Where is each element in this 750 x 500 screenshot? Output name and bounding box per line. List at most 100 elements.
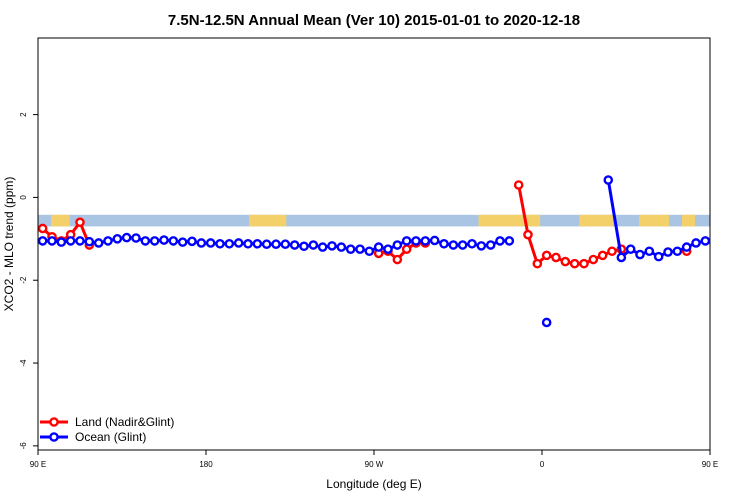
x-axis: 90 E 180 90 W 0 90 E (30, 450, 718, 469)
data-point (709, 239, 710, 243)
legend-marker (49, 417, 59, 427)
data-point (541, 317, 552, 328)
data-point (289, 240, 300, 250)
data-point (38, 236, 48, 246)
legend-entry: Ocean (Glint) (40, 430, 146, 444)
data-point (187, 236, 197, 247)
data-point (93, 238, 104, 248)
x-tick-label: 90 W (365, 460, 384, 469)
data-point (730, 239, 737, 246)
data-point (579, 258, 589, 269)
data-point (448, 240, 459, 250)
plot-frame (37, 37, 711, 451)
data-point (327, 241, 337, 251)
chart-title: 7.5N-12.5N Annual Mean (Ver 10) 2015-01-… (168, 12, 580, 29)
land-mask (51, 214, 723, 227)
data-point (457, 240, 468, 250)
data-point (720, 239, 727, 246)
data-point (271, 239, 281, 250)
data-point (299, 241, 309, 252)
x-tick-label: 90 E (30, 460, 46, 469)
data-point (149, 236, 160, 246)
data-point (439, 238, 449, 249)
data-point (364, 246, 375, 257)
data-point (700, 236, 710, 246)
data-point (476, 241, 487, 251)
data-point (420, 236, 431, 246)
data-point (513, 180, 524, 190)
data-point (569, 258, 580, 269)
data-point (411, 236, 421, 246)
data-point (38, 223, 48, 234)
data-point (681, 242, 692, 252)
y-tick-label: -6 (19, 442, 28, 450)
data-point (65, 236, 76, 246)
data-point (532, 258, 543, 269)
data-point (84, 236, 95, 247)
data-point (215, 238, 225, 249)
legend-marker (49, 432, 59, 442)
land-mask-region (51, 214, 70, 227)
y-tick-label: -4 (19, 359, 28, 367)
y-tick-label: 0 (19, 195, 28, 200)
data-point (392, 240, 403, 250)
data-point (504, 236, 515, 246)
data-point (345, 244, 356, 254)
x-tick-label: 180 (199, 460, 213, 469)
data-point (168, 236, 179, 246)
data-point (739, 237, 746, 244)
data-point (224, 238, 235, 249)
data-point (56, 237, 67, 247)
legend-label: Land (Nadir&Glint) (75, 415, 174, 429)
data-point (691, 238, 701, 248)
data-point (739, 237, 746, 244)
data-point (392, 254, 403, 265)
data-point (607, 246, 617, 257)
data-point (233, 238, 244, 248)
land-mask-region (579, 214, 613, 227)
data-point (140, 236, 151, 246)
data-point (243, 238, 253, 249)
data-point (616, 252, 627, 263)
data-point (523, 229, 533, 240)
land-mask-region (639, 214, 669, 227)
data-point (205, 238, 216, 248)
data-point (551, 252, 561, 263)
y-axis: 2 0 -2 -4 -6 (19, 112, 38, 450)
x-tick-label: 90 E (702, 460, 718, 469)
data-point (252, 238, 263, 249)
data-point (485, 240, 496, 250)
data-point (103, 236, 113, 246)
series-line (715, 222, 750, 243)
data-point (196, 238, 207, 248)
data-point (588, 254, 599, 265)
y-tick-label: -2 (19, 276, 28, 284)
data-point (355, 244, 365, 254)
land-mask-region (712, 215, 723, 227)
background-band (38, 214, 710, 227)
series-group (38, 175, 746, 328)
data-point (467, 238, 477, 249)
land-mask-region (682, 214, 696, 227)
data-point (653, 251, 664, 262)
data-point (383, 244, 393, 254)
data-point (75, 236, 85, 246)
data-point (495, 236, 505, 246)
data-point (121, 232, 132, 243)
data-point (47, 236, 57, 246)
y-tick-label: 2 (19, 112, 28, 117)
data-point (730, 231, 737, 238)
data-point (159, 235, 169, 245)
data-point (644, 246, 655, 257)
data-point (401, 244, 412, 254)
data-point (663, 247, 673, 257)
data-point (317, 242, 328, 252)
data-series (38, 175, 750, 328)
data-point (308, 240, 319, 250)
data-point (401, 236, 412, 246)
legend: Land (Nadir&Glint)Ocean (Glint) (40, 415, 174, 444)
y-axis-label: XCO2 - MLO trend (ppm) (2, 177, 16, 312)
data-point (429, 235, 440, 246)
x-tick-label: 0 (540, 460, 545, 469)
background-band-rect (38, 214, 710, 227)
